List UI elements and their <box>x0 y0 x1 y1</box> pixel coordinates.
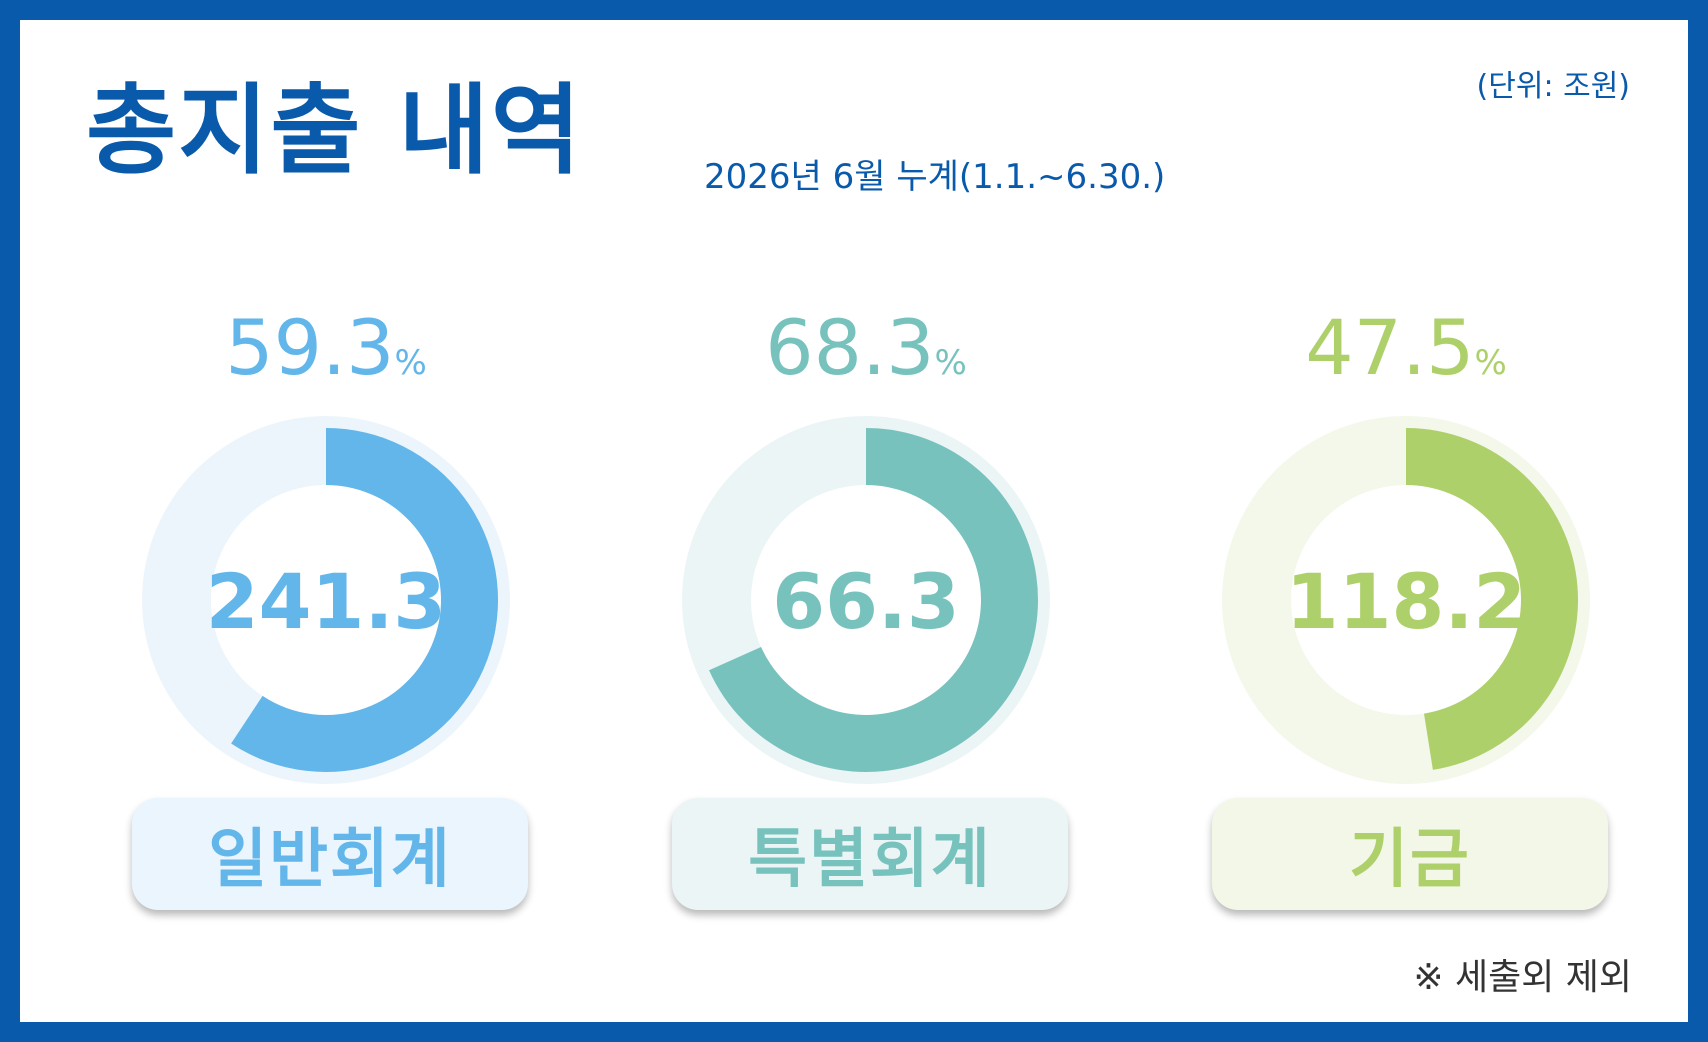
category-label: 기금 <box>1349 823 1471 897</box>
percent-label: 68.3% <box>666 310 1066 386</box>
donut-hole <box>211 485 441 715</box>
center-value: 66.3 <box>772 557 960 646</box>
panel-special-account: 68.3% 66.3 특별회계 <box>666 20 1068 1022</box>
donut-chart-fund: 118.2 <box>1222 416 1590 784</box>
percent-sign: % <box>394 343 427 383</box>
unit-label: (단위: 조원) <box>1476 69 1630 104</box>
category-label: 특별회계 <box>748 823 992 897</box>
center-value: 241.3 <box>206 557 446 646</box>
category-card: 기금 <box>1212 798 1608 910</box>
category-label: 일반회계 <box>208 823 452 897</box>
percent-sign: % <box>934 343 967 383</box>
panel-fund: 47.5% 118.2 기금 <box>1206 20 1608 1022</box>
percent-sign: % <box>1474 343 1507 383</box>
donut-hole <box>1291 485 1521 715</box>
panel-general-account: 59.3% 241.3 일반회계 <box>126 20 528 1022</box>
footnote: ※ 세출외 제외 <box>1413 957 1632 998</box>
percent-value: 47.5 <box>1305 303 1475 392</box>
donut-arc <box>231 428 498 772</box>
percent-label: 47.5% <box>1206 310 1606 386</box>
period-subtitle: 2026년 6월 누계(1.1.~6.30.) <box>704 157 1166 197</box>
donut-chart-general-account: 241.3 <box>142 416 510 784</box>
category-card: 특별회계 <box>672 798 1068 910</box>
center-value: 118.2 <box>1286 557 1526 646</box>
infographic-frame: 총지출 내역 2026년 6월 누계(1.1.~6.30.) (단위: 조원) … <box>20 20 1688 1022</box>
donut-arc <box>1406 428 1578 770</box>
percent-label: 59.3% <box>126 310 526 386</box>
percent-value: 59.3 <box>225 303 395 392</box>
category-card: 일반회계 <box>132 798 528 910</box>
page-title: 총지출 내역 <box>86 74 583 188</box>
percent-value: 68.3 <box>765 303 935 392</box>
donut-chart-special-account: 66.3 <box>682 416 1050 784</box>
donut-hole <box>751 485 981 715</box>
donut-arc <box>709 428 1038 772</box>
